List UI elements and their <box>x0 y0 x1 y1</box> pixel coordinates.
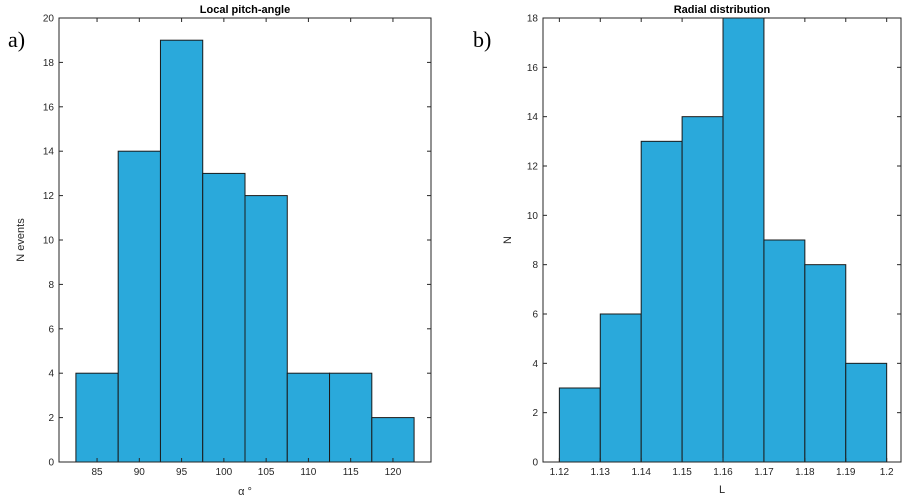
histogram-bar <box>159 39 204 463</box>
histogram-bar <box>722 17 765 463</box>
y-axis-label: N <box>502 236 514 244</box>
x-axis-label: L <box>719 484 725 496</box>
x-tick-label: 1.13 <box>591 467 611 478</box>
x-tick-label: 1.15 <box>672 467 692 478</box>
x-tick-label: 120 <box>385 467 402 478</box>
plot-frame <box>542 17 902 463</box>
y-tick-label: 20 <box>43 14 55 25</box>
chart-title: Radial distribution <box>674 4 771 16</box>
y-axis-label: N events <box>15 218 27 262</box>
x-tick-label: 105 <box>258 467 275 478</box>
x-axis-label: α ° <box>238 486 252 498</box>
histogram-bar <box>244 195 288 463</box>
y-tick-label: 4 <box>48 369 54 380</box>
histogram-bar <box>558 387 601 463</box>
y-tick-label: 2 <box>532 408 538 419</box>
y-tick-label: 16 <box>43 102 55 113</box>
chart-panel-1: 1.12 1.13 1.14 1.15 1.16 1.17 1.18 1.19 1.2 0 2 4 6 8… <box>473 4 902 496</box>
y-tick-label: 2 <box>48 413 54 424</box>
y-tick-label: 10 <box>43 236 55 247</box>
y-tick-label: 8 <box>532 260 538 271</box>
x-tick-label: 110 <box>300 467 316 478</box>
histogram-bar <box>681 116 724 463</box>
x-tick-label: 115 <box>343 467 359 478</box>
histogram-bar <box>286 372 331 463</box>
x-tick-label: 85 <box>91 467 103 478</box>
y-tick-label: 6 <box>532 310 538 321</box>
histogram-bar <box>763 239 806 463</box>
histogram-bar <box>804 264 847 463</box>
y-tick-label: 0 <box>532 458 538 469</box>
histogram-bar <box>75 372 119 463</box>
x-tick-label: 100 <box>216 467 233 478</box>
chart-panel-0: 85 90 95 100 105 110 115 120 0 2 4 6 8 10 12 14 16 18 20 Lo… <box>8 4 432 498</box>
x-tick-label: 1.12 <box>550 467 570 478</box>
x-tick-label: 1.14 <box>631 467 651 478</box>
y-tick-label: 14 <box>43 147 55 158</box>
y-tick-label: 12 <box>527 162 539 173</box>
y-tick-label: 18 <box>43 58 55 69</box>
y-tick-label: 14 <box>527 112 539 123</box>
histogram-bar <box>640 140 683 463</box>
histogram-bar <box>202 172 246 463</box>
y-tick-label: 4 <box>532 359 538 370</box>
y-tick-label: 10 <box>527 211 539 222</box>
x-tick-label: 1.18 <box>795 467 815 478</box>
histogram-bar <box>329 372 373 463</box>
panel-label: a) <box>8 27 25 52</box>
y-tick-label: 0 <box>48 458 54 469</box>
chart-title: Local pitch-angle <box>200 4 290 16</box>
histogram-bar <box>371 417 415 463</box>
histogram-bar <box>117 150 161 463</box>
x-tick-label: 90 <box>134 467 146 478</box>
y-tick-label: 6 <box>48 324 54 335</box>
x-tick-label: 1.17 <box>754 467 774 478</box>
x-tick-label: 95 <box>176 467 188 478</box>
histogram-bar <box>599 313 642 463</box>
panel-label: b) <box>473 27 491 52</box>
x-tick-label: 1.2 <box>880 467 894 478</box>
x-tick-label: 1.16 <box>713 467 733 478</box>
y-tick-label: 16 <box>527 63 539 74</box>
y-tick-label: 12 <box>43 191 55 202</box>
y-tick-label: 18 <box>527 14 539 25</box>
histogram-bar <box>845 362 888 463</box>
x-tick-label: 1.19 <box>836 467 856 478</box>
y-tick-label: 8 <box>48 280 54 291</box>
